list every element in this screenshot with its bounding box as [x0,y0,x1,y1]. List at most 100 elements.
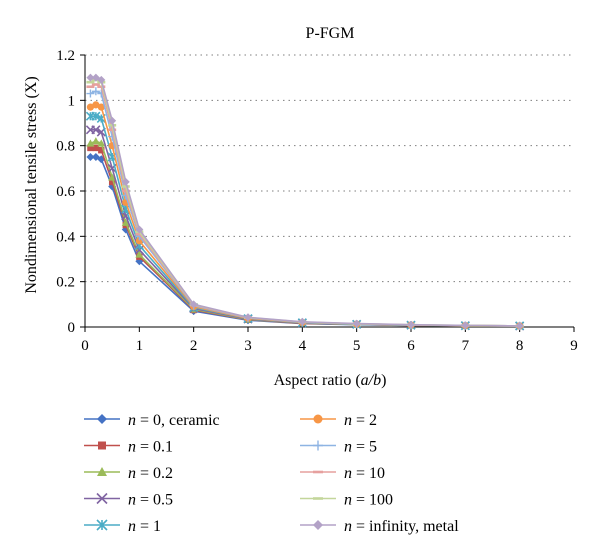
legend-item-6: n = 5 [300,439,377,456]
data-point-9-2 [97,75,106,84]
chart-title: P-FGM [306,25,355,42]
legend-label-var-7: n [344,465,352,482]
data-point-1-1 [92,144,100,152]
data-point-9-11 [461,321,470,330]
legend-label-var-5: n [344,412,352,429]
data-point-6-1 [91,87,100,96]
series-line-5 [90,104,520,327]
data-point-6-0 [86,89,95,98]
y-tick-label-2: 0.4 [56,229,75,245]
data-point-8-3 [108,123,117,127]
data-point-1-2 [98,147,105,154]
data-point-2-0 [86,139,95,147]
legend-label-1: n = 0.1 [128,439,173,456]
x-axis-title-start: Aspect ratio ( [274,372,361,389]
data-point-8-4 [121,185,130,188]
legend-label-text-7: = 10 [352,465,385,482]
series-line-7 [90,83,520,327]
data-point-5-1 [92,101,100,109]
series-line-0 [90,156,520,327]
legend-item-3: n = 0.5 [84,492,173,509]
legend-label-8: n = 100 [344,492,393,509]
legend-item-7: n = 10 [300,465,385,482]
data-point-3-1 [91,125,101,135]
legend-marker-0 [97,414,107,424]
data-point-7-3 [108,128,117,132]
series-lines [85,73,525,331]
series-4 [85,111,525,331]
legend-label-text-0: = 0, ceramic [136,412,220,429]
legend-label-var-1: n [128,439,136,456]
data-point-4-1 [91,111,101,121]
x-tick-label-5: 5 [353,338,361,354]
x-tick-label-3: 3 [244,338,252,354]
legend-label-9: n = infinity, metal [344,518,459,535]
legend-marker-4 [96,519,108,531]
x-tick-label-8: 8 [516,338,524,354]
x-axis-title-end: ) [381,372,386,389]
x-axis-title: Aspect ratio (a/b) [274,372,387,389]
legend-item-2: n = 0.2 [84,465,173,482]
series-line-4 [90,115,520,327]
legend-marker-7 [313,470,323,474]
data-point-9-3 [108,116,117,125]
y-tick-label-5: 1 [68,93,76,109]
legend-item-0: n = 0, ceramic [84,412,220,429]
x-tick-label-9: 9 [570,338,578,354]
series-0 [86,153,524,331]
legend-label-text-3: = 0.5 [136,492,173,509]
data-point-7-2 [97,85,106,89]
legend-label-4: n = 1 [128,518,161,535]
data-point-7-1 [91,83,100,86]
legend-label-var-0: n [128,412,136,429]
legend-label-text-8: = 100 [352,492,393,509]
data-point-2-1 [91,137,100,145]
series-6 [86,87,524,330]
data-point-8-0 [86,80,95,84]
gridlines [85,54,574,283]
data-point-9-9 [352,319,361,328]
x-tick-label-6: 6 [407,338,415,354]
data-point-9-7 [244,313,252,322]
legend-marker-9 [313,520,323,530]
data-point-3-4 [121,211,131,221]
legend-label-text-4: = 1 [136,518,161,535]
legend-marker-8 [313,497,323,500]
legend-marker-2 [97,467,107,476]
legend-label-text-5: = 2 [352,412,377,429]
legend-item-5: n = 2 [300,412,377,429]
legend-label-text-9: = infinity, metal [352,518,459,535]
legend-label-2: n = 0.2 [128,465,173,482]
legend-label-text-1: = 0.1 [136,439,173,456]
series-line-2 [90,140,520,327]
legend-label-5: n = 2 [344,412,377,429]
series-2 [86,137,524,330]
series-line-1 [90,147,520,327]
legend-item-1: n = 0.1 [84,439,173,456]
legend-label-var-6: n [344,439,352,456]
legend-label-var-8: n [344,492,352,509]
data-point-1-3 [108,178,116,186]
data-point-0-0 [86,153,95,161]
legend-marker-3 [96,492,108,505]
legend-marker-5 [313,414,323,424]
x-tick-label-0: 0 [81,338,89,354]
series-1 [87,144,523,330]
data-point-9-12 [515,321,524,330]
x-tick-label-4: 4 [299,338,307,354]
data-point-7-0 [86,85,95,89]
legend-label-text-2: = 0.2 [136,465,173,482]
x-tick-label-2: 2 [190,338,198,354]
legend-label-3: n = 0.5 [128,492,173,509]
data-point-2-2 [97,139,106,147]
data-point-9-4 [121,177,130,186]
legend-item-9: n = infinity, metal [300,518,459,535]
tick-labels: 0 0.2 0.4 0.6 0.8 1 1.2 0 1 2 3 4 5 6 7 8 9 [56,48,578,354]
legend-label-text-6: = 5 [352,439,377,456]
legend-label-var-3: n [128,492,136,509]
legend-label-var-9: n [344,518,352,535]
series-8 [86,78,524,328]
x-tick-label-7: 7 [462,338,470,354]
